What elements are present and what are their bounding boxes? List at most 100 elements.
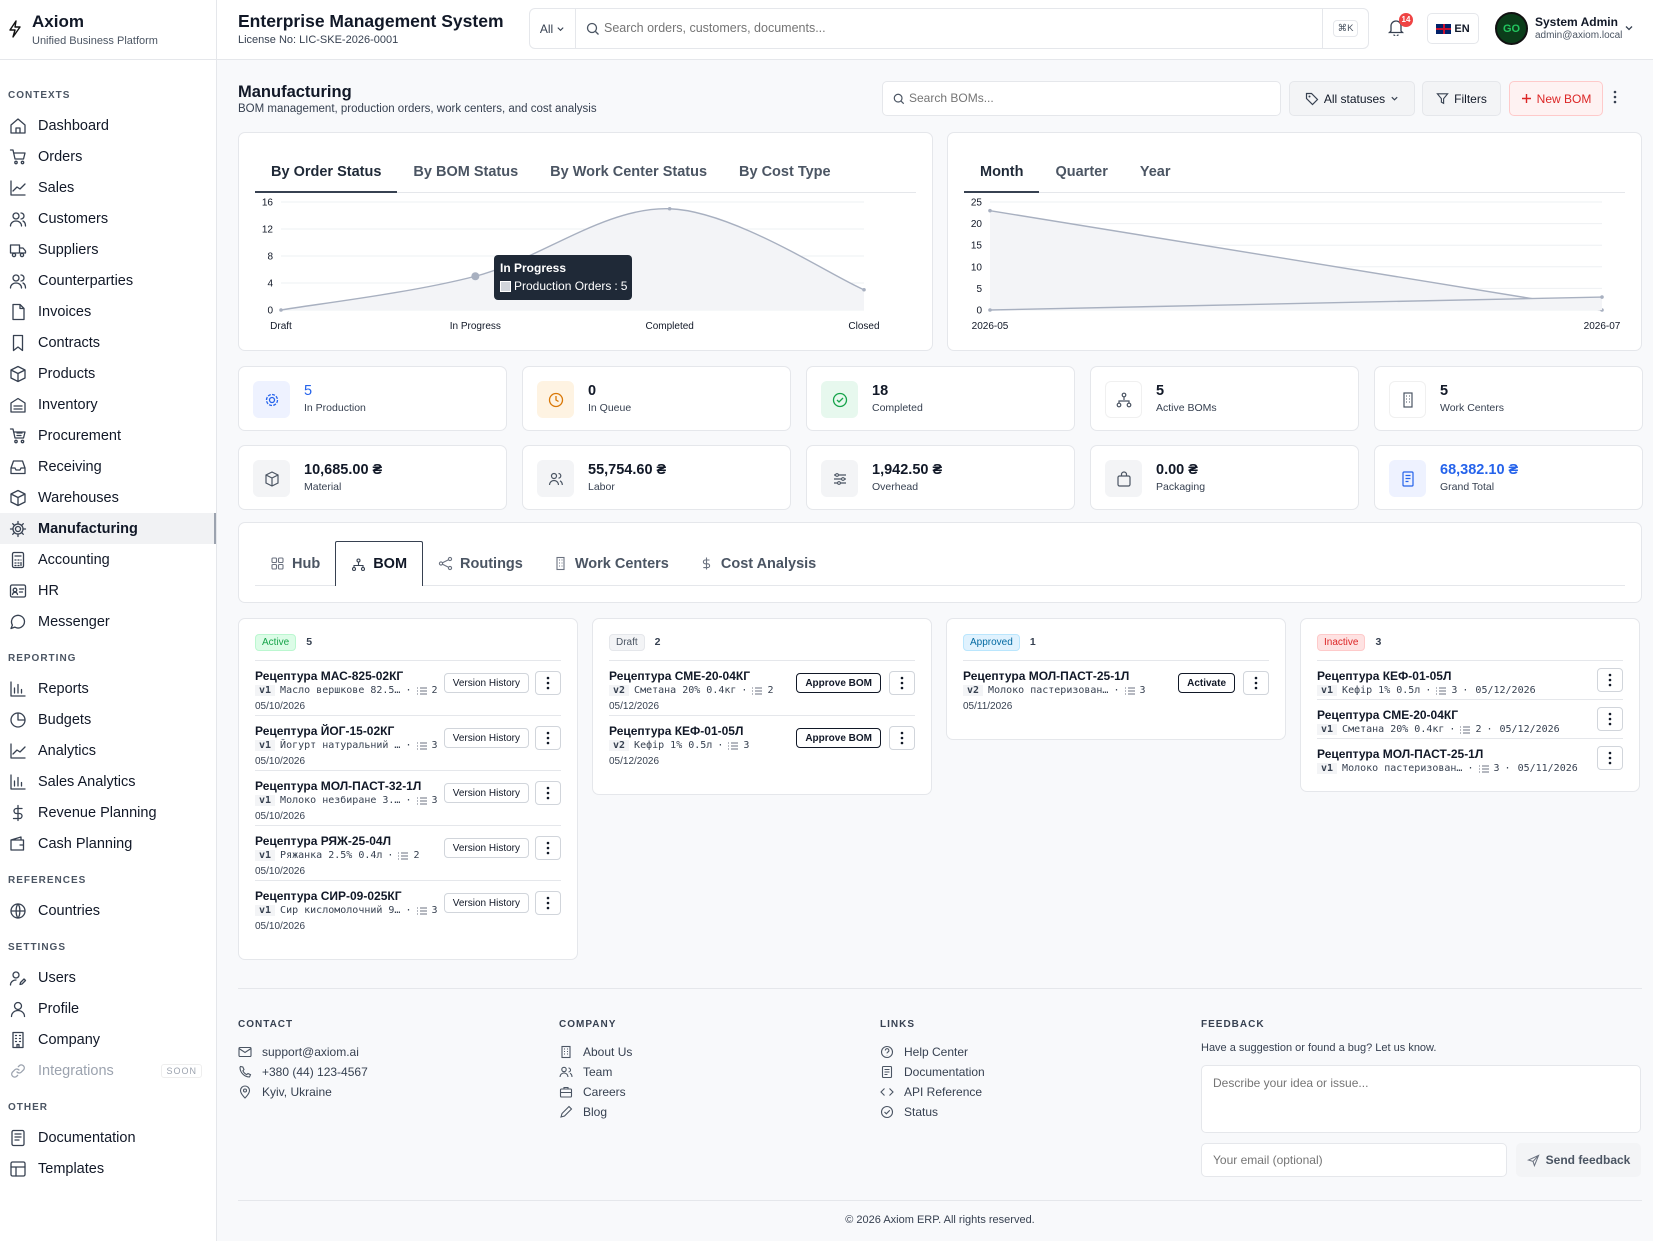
- version-history-button[interactable]: Version History: [443, 728, 529, 748]
- tab-routings[interactable]: Routings: [423, 541, 538, 586]
- sidebar-item-counterparties[interactable]: Counterparties: [0, 265, 216, 296]
- tab-work-centers[interactable]: Work Centers: [538, 541, 684, 586]
- footer-link-docs[interactable]: Documentation: [880, 1062, 985, 1082]
- stat-card-work-centers[interactable]: 5 Work Centers: [1374, 366, 1643, 431]
- footer-link-careers[interactable]: Careers: [559, 1082, 632, 1102]
- data-point[interactable]: [1600, 295, 1604, 299]
- sidebar-item-budgets[interactable]: Budgets: [0, 704, 216, 735]
- footer-link-status[interactable]: Status: [880, 1102, 985, 1122]
- bom-card[interactable]: Рецептура МОЛ-ПАСТ-32-1Л v1 Молоко незбира…: [255, 771, 561, 826]
- more-vertical-icon[interactable]: [1612, 88, 1618, 106]
- sidebar-item-procurement[interactable]: Procurement: [0, 420, 216, 451]
- stat-card-in-production[interactable]: 5 In Production: [238, 366, 507, 431]
- more-actions-button[interactable]: [535, 781, 561, 805]
- footer-link-team[interactable]: Team: [559, 1062, 632, 1082]
- sidebar-item-countries[interactable]: Countries: [0, 895, 216, 926]
- sidebar-item-invoices[interactable]: Invoices: [0, 296, 216, 327]
- data-point[interactable]: [988, 308, 992, 312]
- sidebar-item-hr[interactable]: HR: [0, 575, 216, 606]
- bom-card[interactable]: Рецептура МАС-825-02КГ v1 Масло вершкове 8…: [255, 661, 561, 716]
- sidebar-item-company[interactable]: Company: [0, 1024, 216, 1055]
- tab-by-order-status[interactable]: By Order Status: [255, 153, 398, 193]
- version-history-button[interactable]: Version History: [443, 893, 529, 913]
- more-actions-button[interactable]: [1597, 707, 1623, 731]
- stat-card-completed[interactable]: 18 Completed: [806, 366, 1075, 431]
- more-actions-button[interactable]: [535, 891, 561, 915]
- sidebar-item-dashboard[interactable]: Dashboard: [0, 110, 216, 141]
- sidebar-item-receiving[interactable]: Receiving: [0, 451, 216, 482]
- data-point[interactable]: [471, 272, 480, 281]
- sidebar-item-sales-analytics[interactable]: Sales Analytics: [0, 766, 216, 797]
- chevron-down-icon[interactable]: [1624, 23, 1634, 33]
- sidebar-item-inventory[interactable]: Inventory: [0, 389, 216, 420]
- sidebar-item-sales[interactable]: Sales: [0, 172, 216, 203]
- footer-email[interactable]: support@axiom.ai: [238, 1042, 368, 1062]
- new-bom-button[interactable]: New BOM: [1509, 81, 1603, 116]
- tab-month[interactable]: Month: [964, 153, 1040, 193]
- sidebar-item-templates[interactable]: Templates: [0, 1153, 216, 1184]
- sidebar-item-contracts[interactable]: Contracts: [0, 327, 216, 358]
- bom-card[interactable]: Рецептура ЙОГ-15-02КГ v1 Йогурт натуральни…: [255, 716, 561, 771]
- footer-phone[interactable]: +380 (44) 123-4567: [238, 1062, 368, 1082]
- bom-card[interactable]: Рецептура СМЕ-20-04КГ v1 Сметана 20% 0.4кг…: [1317, 700, 1623, 739]
- more-actions-button[interactable]: [1243, 671, 1269, 695]
- tab-by-bom-status[interactable]: By BOM Status: [413, 164, 519, 180]
- sidebar-item-cash-planning[interactable]: Cash Planning: [0, 828, 216, 859]
- tab-hub[interactable]: Hub: [255, 541, 335, 586]
- bom-card[interactable]: Рецептура КЕФ-01-05Л v1 Кефір 1% 0.5л · 3 · 05…: [1317, 661, 1623, 700]
- approve-bom-button[interactable]: Approve BOM: [796, 728, 881, 748]
- footer-link-help[interactable]: Help Center: [880, 1042, 985, 1062]
- tab-year[interactable]: Year: [1139, 164, 1171, 180]
- approve-bom-button[interactable]: Approve BOM: [796, 673, 881, 693]
- bom-card[interactable]: Рецептура РЯЖ-25-04Л v1 Ряжанка 2.5% 0.4л ·…: [255, 826, 561, 881]
- footer-link-blog[interactable]: Blog: [559, 1102, 632, 1122]
- stat-card-material[interactable]: 10,685.00 ₴ Material: [238, 445, 507, 510]
- tab-quarter[interactable]: Quarter: [1055, 164, 1108, 180]
- activate-button[interactable]: Activate: [1178, 673, 1235, 693]
- footer-link-about[interactable]: About Us: [559, 1042, 632, 1062]
- sidebar-item-accounting[interactable]: Accounting: [0, 544, 216, 575]
- tab-bom[interactable]: BOM: [335, 541, 424, 586]
- more-actions-button[interactable]: [535, 726, 561, 750]
- footer-link-api[interactable]: API Reference: [880, 1082, 985, 1102]
- tab-by-work-center-status[interactable]: By Work Center Status: [550, 164, 708, 180]
- sidebar-item-revenue-planning[interactable]: Revenue Planning: [0, 797, 216, 828]
- stat-card-packaging[interactable]: 0.00 ₴ Packaging: [1090, 445, 1359, 510]
- bom-search-input[interactable]: [909, 91, 1269, 105]
- sidebar-item-reports[interactable]: Reports: [0, 673, 216, 704]
- data-point[interactable]: [667, 206, 672, 211]
- sidebar-item-documentation[interactable]: Documentation: [0, 1122, 216, 1153]
- sidebar-item-suppliers[interactable]: Suppliers: [0, 234, 216, 265]
- more-actions-button[interactable]: [535, 671, 561, 695]
- stat-card-grand-total[interactable]: 68,382.10 ₴ Grand Total: [1374, 445, 1643, 510]
- stat-card-in-queue[interactable]: 0 In Queue: [522, 366, 791, 431]
- sidebar-item-analytics[interactable]: Analytics: [0, 735, 216, 766]
- version-history-button[interactable]: Version History: [443, 673, 529, 693]
- bell-icon[interactable]: [1388, 18, 1404, 36]
- more-actions-button[interactable]: [1597, 746, 1623, 770]
- filters-button[interactable]: Filters: [1422, 81, 1501, 116]
- feedback-textarea[interactable]: [1201, 1065, 1641, 1133]
- language-switcher[interactable]: EN: [1427, 13, 1479, 44]
- stat-card-overhead[interactable]: 1,942.50 ₴ Overhead: [806, 445, 1075, 510]
- sidebar-item-messenger[interactable]: Messenger: [0, 606, 216, 637]
- version-history-button[interactable]: Version History: [443, 783, 529, 803]
- sidebar-item-manufacturing[interactable]: Manufacturing: [0, 513, 216, 544]
- status-filter-select[interactable]: All statuses: [1289, 81, 1415, 116]
- feedback-email-input[interactable]: [1201, 1143, 1507, 1177]
- data-point[interactable]: [988, 208, 992, 213]
- bom-card[interactable]: Рецептура СМЕ-20-04КГ v2 Сметана 20% 0.4кг…: [609, 661, 915, 716]
- sidebar-item-products[interactable]: Products: [0, 358, 216, 389]
- send-feedback-button[interactable]: Send feedback: [1516, 1143, 1641, 1177]
- sidebar-item-profile[interactable]: Profile: [0, 993, 216, 1024]
- search-scope-select[interactable]: All: [530, 9, 576, 48]
- data-point[interactable]: [862, 287, 866, 292]
- stat-card-labor[interactable]: 55,754.60 ₴ Labor: [522, 445, 791, 510]
- tab-cost-analysis[interactable]: Cost Analysis: [684, 541, 831, 586]
- stat-card-active-boms[interactable]: 5 Active BOMs: [1090, 366, 1359, 431]
- more-actions-button[interactable]: [889, 671, 915, 695]
- version-history-button[interactable]: Version History: [443, 838, 529, 858]
- bom-card[interactable]: Рецептура МОЛ-ПАСТ-25-1Л v1 Молоко пастери…: [1317, 739, 1623, 778]
- sidebar-item-customers[interactable]: Customers: [0, 203, 216, 234]
- more-actions-button[interactable]: [535, 836, 561, 860]
